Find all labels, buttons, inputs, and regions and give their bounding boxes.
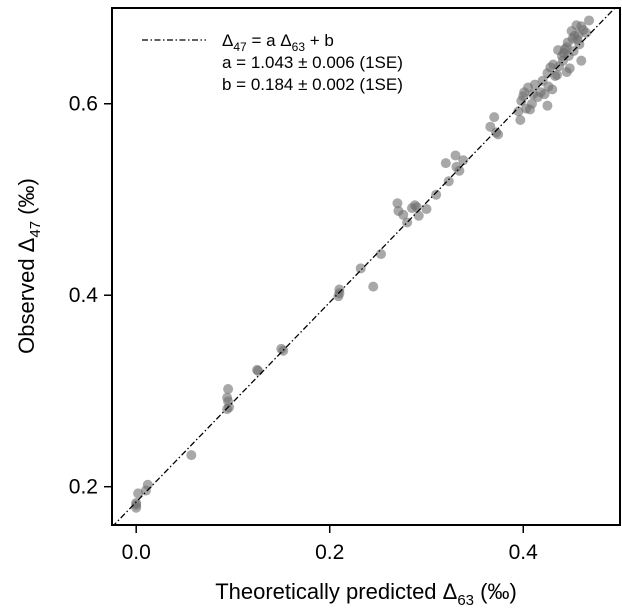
data-point	[392, 198, 403, 209]
plot-area	[113, 8, 616, 525]
data-point	[493, 129, 504, 140]
y-tick-label: 0.2	[69, 476, 98, 499]
x-axis: 0.0 0.2 0.4	[122, 525, 539, 564]
data-point	[489, 112, 500, 123]
data-point	[186, 450, 197, 461]
data-point	[584, 15, 595, 26]
y-tick-label: 0.6	[69, 93, 98, 116]
data-point	[411, 202, 422, 213]
data-point	[561, 67, 572, 78]
data-point	[398, 209, 409, 220]
data-point	[443, 176, 454, 187]
data-point	[355, 263, 366, 274]
x-axis-title: Theoretically predicted Δ63 (‰)	[215, 579, 517, 609]
data-point	[334, 288, 345, 299]
data-point	[421, 204, 432, 215]
legend-equation: Δ47 = a Δ63 + b	[222, 31, 334, 54]
data-point	[440, 158, 451, 169]
data-point	[542, 100, 553, 111]
data-point	[547, 84, 558, 95]
data-point	[413, 210, 424, 221]
data-point	[581, 27, 592, 38]
data-point	[224, 402, 235, 413]
data-point	[133, 488, 144, 499]
axes-frame	[111, 7, 621, 526]
x-tick-label: 0.4	[509, 541, 539, 564]
data-point	[376, 249, 386, 260]
y-axis: 0.2 0.4 0.6	[69, 93, 112, 499]
fit-line	[113, 8, 616, 525]
data-point	[539, 89, 550, 100]
data-point	[515, 115, 526, 126]
data-point	[513, 106, 524, 117]
data-point	[131, 502, 142, 513]
data-point	[142, 479, 153, 490]
data-point	[368, 281, 379, 292]
y-tick-label: 0.4	[69, 284, 99, 307]
data-point	[431, 189, 442, 200]
data-point	[526, 98, 537, 109]
data-point	[223, 384, 234, 395]
data-point	[552, 70, 563, 81]
data-point	[458, 155, 469, 166]
data-point	[529, 79, 540, 90]
data-point	[253, 365, 264, 376]
x-tick-label: 0.2	[315, 541, 344, 564]
data-point	[576, 55, 587, 66]
data-point	[454, 165, 465, 176]
legend: Δ47 = a Δ63 + b a = 1.043 ± 0.006 (1SE) …	[142, 31, 403, 94]
y-axis-title: Observed Δ47 (‰)	[14, 178, 44, 354]
x-tick-label: 0.0	[122, 541, 151, 564]
data-point	[450, 150, 461, 161]
legend-intercept: b = 0.184 ± 0.002 (1SE)	[222, 75, 403, 94]
legend-slope: a = 1.043 ± 0.006 (1SE)	[222, 53, 403, 72]
